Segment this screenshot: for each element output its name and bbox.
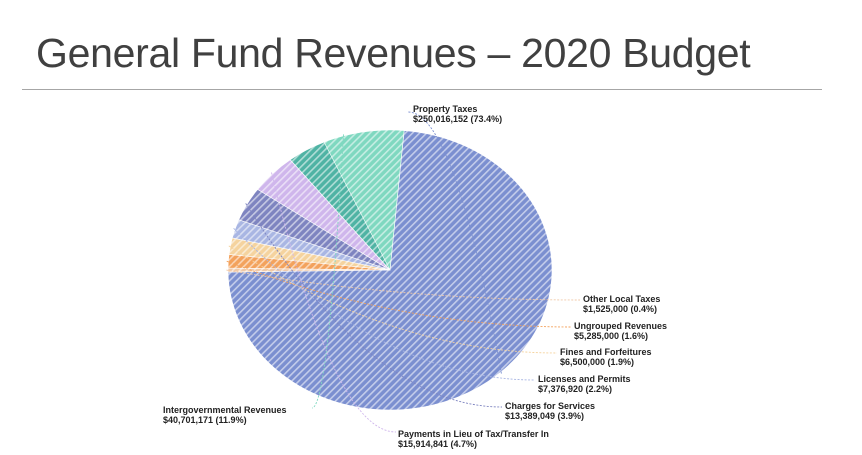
- slice-value-property-taxes: $250,016,152 (73.4%): [413, 114, 502, 124]
- slice-label-other-local-taxes: Other Local Taxes: [583, 294, 660, 304]
- leader-line-fines-and-forfeitures: [228, 245, 558, 354]
- slice-label-ungrouped-revenues: Ungrouped Revenues: [574, 321, 667, 331]
- leader-line-payments-in-lieu-of-tax-transfer-in: [271, 172, 397, 433]
- slice-label-property-taxes: Property Taxes: [413, 104, 477, 114]
- leader-line-intergovernmental-revenues: [311, 134, 344, 409]
- leader-line-other-local-taxes: [226, 269, 581, 301]
- slice-value-intergovernmental-revenues: $40,701,171 (11.9%): [163, 415, 247, 425]
- slice-value-charges-for-services: $13,389,049 (3.9%): [505, 411, 584, 421]
- slice-label-licenses-and-permits: Licenses and Permits: [538, 374, 631, 384]
- leader-line-ungrouped-revenues: [226, 260, 572, 328]
- pie-slice-overlay: [289, 141, 391, 271]
- slice-label-intergovernmental-revenues: Intergovernmental Revenues: [163, 405, 287, 415]
- slice-value-other-local-taxes: $1,525,000 (0.4%): [583, 304, 657, 314]
- leader-line-licenses-and-permits: [233, 227, 536, 381]
- slice-label-charges-for-services: Charges for Services: [505, 401, 595, 411]
- page-title: General Fund Revenues – 2020 Budget: [36, 30, 751, 76]
- slice-value-ungrouped-revenues: $5,285,000 (1.6%): [574, 331, 648, 341]
- slice-value-fines-and-forfeitures: $6,500,000 (1.9%): [560, 357, 634, 367]
- slice-label-payments-in-lieu-of-tax-transfer-in: Payments in Lieu of Tax/Transfer In: [398, 429, 549, 439]
- title-divider: [22, 89, 822, 90]
- slice-label-fines-and-forfeitures: Fines and Forfeitures: [560, 347, 652, 357]
- leader-line-charges-for-services: [245, 203, 503, 408]
- slice-value-licenses-and-permits: $7,376,920 (2.2%): [538, 384, 612, 394]
- leader-line-property-taxes: [407, 111, 502, 374]
- slice-value-payments-in-lieu-of-tax-transfer-in: $15,914,841 (4.7%): [398, 439, 477, 449]
